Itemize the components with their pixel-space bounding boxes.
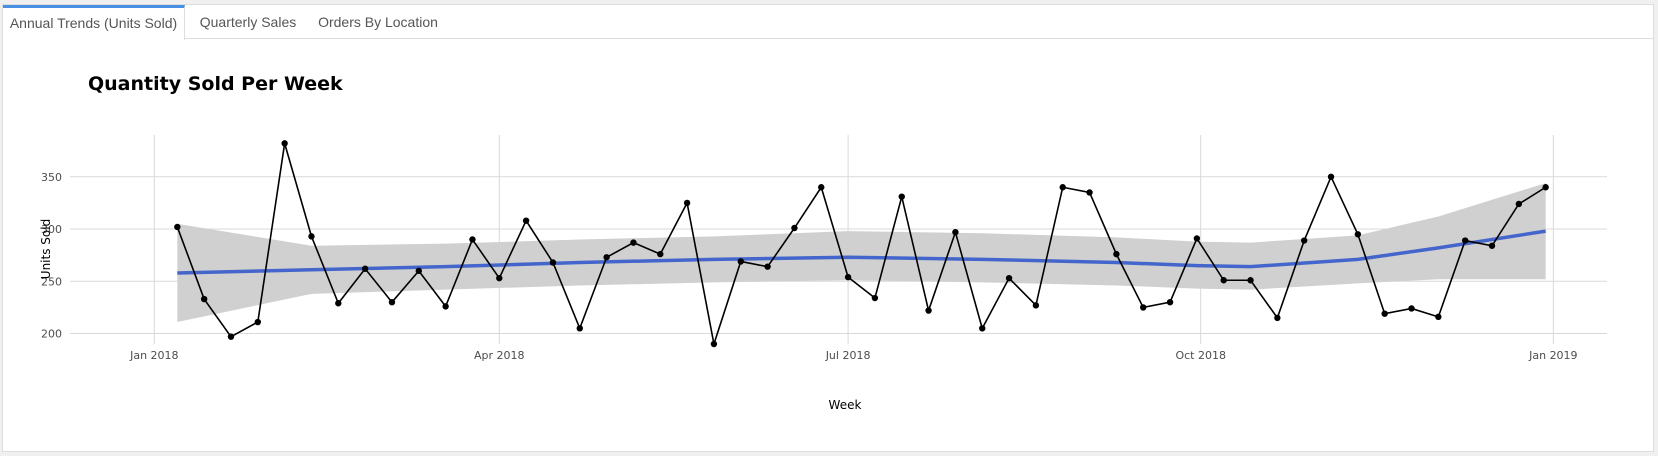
data-point: [657, 250, 664, 258]
data-point: [871, 294, 879, 302]
data-point: [898, 193, 905, 200]
data-point: [1542, 184, 1549, 191]
data-point: [1140, 304, 1147, 311]
data-point: [1086, 189, 1093, 196]
data-point: [496, 274, 503, 282]
data-point: [254, 318, 262, 326]
x-tick-label: Oct 2018: [1175, 349, 1226, 362]
data-point: [1408, 305, 1415, 312]
data-point: [1193, 235, 1201, 242]
x-axis-ticks: Jan 2018 Apr 2018 Jul 2018 Oct 2018 Jan 2019: [129, 349, 1577, 362]
data-point: [469, 236, 476, 243]
data-point: [791, 224, 798, 232]
data-point: [1059, 184, 1066, 191]
x-tick-label: Jan 2019: [1528, 349, 1577, 362]
y-tick-label: 250: [41, 275, 62, 288]
data-point: [844, 273, 852, 281]
data-point: [281, 140, 288, 147]
data-point: [1515, 200, 1523, 208]
data-point: [764, 263, 771, 270]
series-line: [176, 143, 1547, 345]
data-point: [1327, 173, 1335, 180]
y-tick-label: 200: [41, 328, 62, 341]
trend-line-path: [177, 229, 1546, 275]
x-tick-label: Jan 2018: [129, 349, 178, 362]
data-point: [308, 233, 315, 240]
data-point: [1032, 302, 1040, 309]
data-point: [710, 340, 718, 348]
data-point: [925, 307, 932, 314]
data-point: [1166, 299, 1174, 306]
tab-bar: Annual Trends (Units Sold) Quarterly Sal…: [3, 5, 1653, 40]
chart-title: Quantity Sold Per Week: [88, 73, 343, 95]
confidence-band-area: [177, 183, 1546, 323]
data-point: [683, 199, 691, 207]
data-point: [335, 300, 342, 307]
tab-quarterly-sales[interactable]: Quarterly Sales: [199, 14, 297, 30]
tab-annual-trends[interactable]: Annual Trends (Units Sold): [3, 5, 185, 40]
data-point: [818, 184, 825, 191]
y-axis-label: Units Sold: [39, 219, 53, 279]
data-point: [1381, 310, 1388, 317]
data-point: [576, 325, 583, 332]
x-tick-label: Jul 2018: [825, 349, 871, 362]
data-point: [979, 325, 986, 332]
confidence-band: [177, 183, 1546, 323]
y-axis-ticks: 200 250 300 350: [41, 171, 62, 341]
y-tick-label: 300: [41, 223, 62, 236]
data-point: [1005, 274, 1013, 282]
data-point: [1247, 277, 1254, 284]
data-point: [630, 239, 637, 246]
data-point: [522, 217, 530, 224]
data-point: [227, 333, 235, 340]
data-point: [1435, 313, 1442, 321]
data-point: [1461, 237, 1469, 244]
data-point: [549, 259, 557, 266]
data-point: [200, 295, 208, 303]
tab-orders-by-location[interactable]: Orders By Location: [318, 14, 438, 30]
trend-line: [177, 229, 1546, 275]
data-point: [388, 299, 396, 306]
data-point: [737, 258, 744, 265]
data-point: [1113, 250, 1120, 258]
data-point: [1488, 242, 1496, 249]
chart-panel: Annual Trends (Units Sold) Quarterly Sal…: [2, 4, 1654, 452]
data-point: [1354, 231, 1362, 238]
data-point: [415, 267, 422, 275]
data-points: [174, 140, 1549, 348]
data-point: [442, 303, 449, 310]
data-point: [952, 228, 959, 236]
data-point: [174, 223, 181, 231]
y-tick-label: 350: [41, 171, 62, 184]
data-point: [361, 265, 369, 272]
data-point: [1300, 237, 1308, 244]
x-axis-label: Week: [829, 398, 862, 412]
data-point: [1220, 277, 1227, 284]
data-point: [603, 254, 610, 261]
series-line-path: [176, 143, 1547, 345]
x-tick-label: Apr 2018: [474, 349, 525, 362]
data-point: [1274, 314, 1281, 322]
